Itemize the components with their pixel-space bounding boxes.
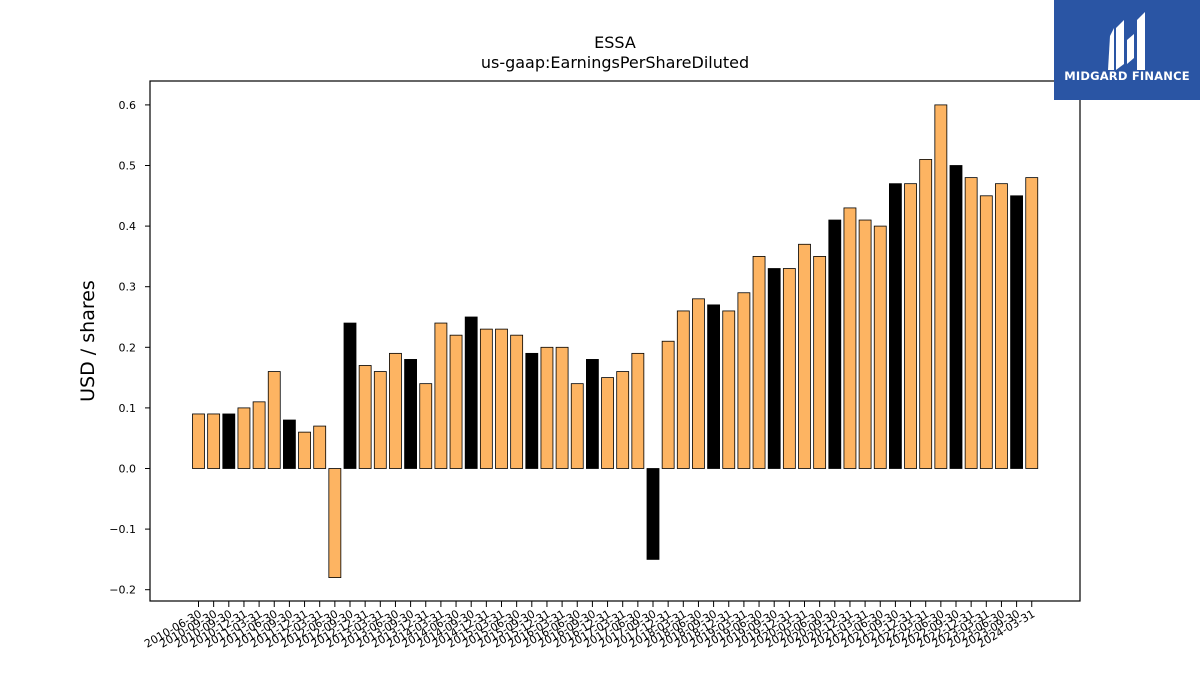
bar bbox=[570, 383, 584, 469]
bar bbox=[404, 359, 418, 469]
bar bbox=[995, 183, 1008, 469]
y-tick-label: −0.1 bbox=[109, 523, 136, 536]
bar bbox=[798, 243, 811, 469]
bar bbox=[449, 334, 463, 469]
y-tick-label: 0.3 bbox=[119, 281, 137, 294]
y-tick-label: 0.6 bbox=[119, 99, 137, 112]
bar bbox=[722, 310, 736, 469]
brand-mark-icon bbox=[1108, 12, 1145, 70]
y-axis: −0.2 −0.1 0.0 0.1 0.2 0.3 0.4 0.5 0.6 bbox=[109, 99, 150, 597]
y-tick-label: 0.4 bbox=[119, 220, 137, 233]
bar bbox=[601, 377, 614, 469]
bar bbox=[434, 322, 448, 469]
y-tick-label: 0.0 bbox=[119, 463, 137, 476]
brand-logo: MIDGARD FINANCE bbox=[1054, 0, 1200, 100]
y-axis-label: USD / shares bbox=[77, 280, 99, 402]
y-tick-label: 0.5 bbox=[119, 160, 137, 173]
bar bbox=[192, 413, 205, 469]
bar bbox=[828, 219, 842, 469]
bar bbox=[813, 255, 827, 469]
bar bbox=[237, 407, 251, 469]
plot-frame bbox=[149, 80, 1081, 602]
y-tick-label: 0.1 bbox=[119, 402, 137, 415]
y-tick-label: −0.2 bbox=[109, 584, 136, 597]
bar bbox=[782, 268, 796, 469]
bar bbox=[328, 468, 342, 578]
bar bbox=[373, 371, 387, 469]
bar bbox=[510, 334, 524, 469]
bar bbox=[858, 219, 872, 469]
bar bbox=[1025, 177, 1039, 469]
bar bbox=[525, 352, 539, 469]
bar bbox=[1010, 195, 1023, 469]
bar bbox=[343, 322, 357, 469]
bar bbox=[252, 401, 266, 469]
bar bbox=[267, 371, 281, 469]
bar bbox=[873, 225, 887, 469]
bar bbox=[555, 346, 569, 469]
bar bbox=[389, 352, 402, 469]
bar bbox=[586, 359, 599, 469]
bar bbox=[661, 340, 675, 469]
bar bbox=[282, 419, 296, 469]
bar bbox=[843, 207, 857, 469]
bar bbox=[919, 159, 933, 469]
bar bbox=[692, 298, 705, 469]
bar-series bbox=[192, 104, 1039, 578]
chart-subtitle: us-gaap:EarningsPerShareDiluted bbox=[481, 53, 749, 72]
chart-title: ESSA bbox=[594, 33, 636, 52]
bar bbox=[616, 371, 630, 469]
bar bbox=[904, 183, 917, 469]
bar bbox=[934, 104, 948, 469]
bar bbox=[495, 328, 508, 469]
bar bbox=[889, 183, 902, 469]
bar bbox=[707, 304, 720, 469]
x-axis: 2010-06-302010-09-302010-09-302010-12-31… bbox=[142, 601, 1037, 651]
bar bbox=[767, 268, 781, 469]
bar bbox=[207, 413, 221, 469]
bar bbox=[540, 346, 554, 469]
bar bbox=[298, 431, 311, 469]
bar bbox=[979, 195, 993, 469]
bar bbox=[676, 310, 690, 469]
bar bbox=[358, 365, 372, 469]
bar bbox=[646, 468, 660, 560]
bar bbox=[419, 383, 433, 469]
bar bbox=[222, 413, 236, 469]
bar bbox=[949, 165, 963, 469]
y-tick-label: 0.2 bbox=[119, 341, 137, 354]
bar bbox=[752, 255, 766, 469]
bar bbox=[313, 425, 327, 469]
bar bbox=[737, 292, 751, 469]
bar bbox=[964, 177, 978, 469]
bar bbox=[479, 328, 493, 469]
brand-name: MIDGARD FINANCE bbox=[1064, 69, 1190, 83]
bar bbox=[464, 316, 478, 469]
bar bbox=[631, 352, 645, 469]
